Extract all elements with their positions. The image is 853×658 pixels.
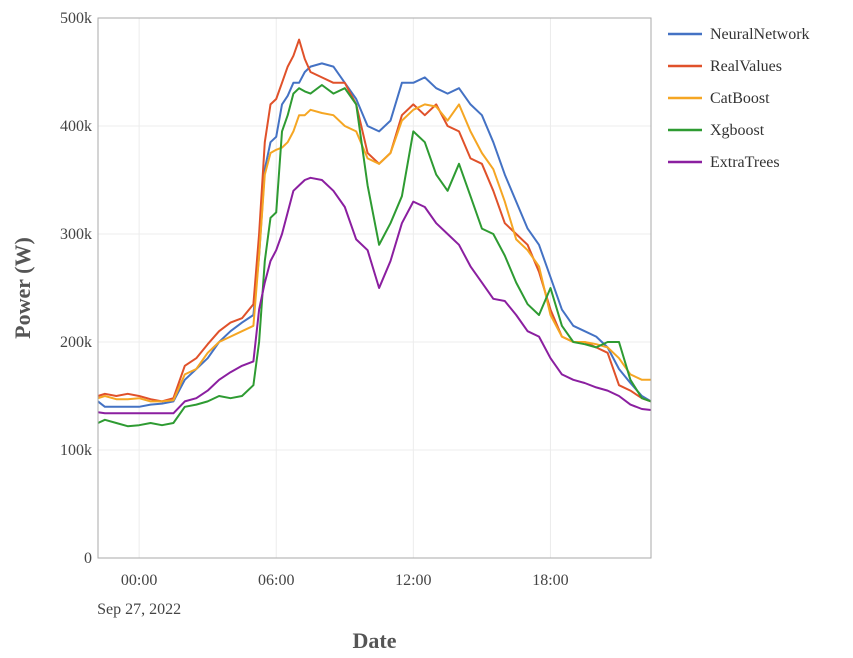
legend-item-xgboost[interactable]: Xgboost <box>668 122 765 139</box>
x-tick-label: 06:00 <box>258 572 294 589</box>
series-line-extratrees <box>97 176 652 415</box>
y-tick-label: 200k <box>60 334 92 351</box>
series-lines <box>97 38 652 428</box>
y-tick-label: 300k <box>60 226 92 243</box>
x-tick-label: 12:00 <box>395 572 431 589</box>
axes <box>97 17 652 559</box>
legend-label: RealValues <box>710 58 782 75</box>
legend-label: CatBoost <box>710 90 770 107</box>
x-tick-label: 18:00 <box>532 572 568 589</box>
x-axis-title: Date <box>353 628 397 653</box>
legend[interactable]: NeuralNetwork RealValues CatBoost Xgboost Ex… <box>668 26 810 171</box>
series-line-realvalues <box>97 38 652 403</box>
y-tick-label: 100k <box>60 442 92 459</box>
series-line-catboost <box>97 103 651 403</box>
y-tick-label: 0 <box>84 550 92 567</box>
legend-label: Xgboost <box>710 122 765 139</box>
series-line-xgboost <box>97 84 652 428</box>
x-tick-sublabel: Sep 27, 2022 <box>97 601 181 618</box>
legend-item-neuralnetwork[interactable]: NeuralNetwork <box>668 26 810 43</box>
plot-frame <box>97 17 652 559</box>
legend-label: ExtraTrees <box>710 154 780 171</box>
y-tick-label: 400k <box>60 118 92 135</box>
y-tick-label: 500k <box>60 10 92 27</box>
legend-label: NeuralNetwork <box>710 26 810 43</box>
x-tick-label: 00:00 <box>121 572 157 589</box>
series-line-neuralnetwork <box>97 62 652 408</box>
tick-labels: 0 100k 200k 300k 400k 500k 00:00 Sep 27, 2022 06… <box>60 10 569 618</box>
y-axis-title: Power (W) <box>10 237 35 339</box>
legend-item-extratrees[interactable]: ExtraTrees <box>668 154 780 171</box>
legend-item-catboost[interactable]: CatBoost <box>668 90 770 107</box>
grid-lines <box>98 17 651 559</box>
legend-item-realvalues[interactable]: RealValues <box>668 58 782 75</box>
